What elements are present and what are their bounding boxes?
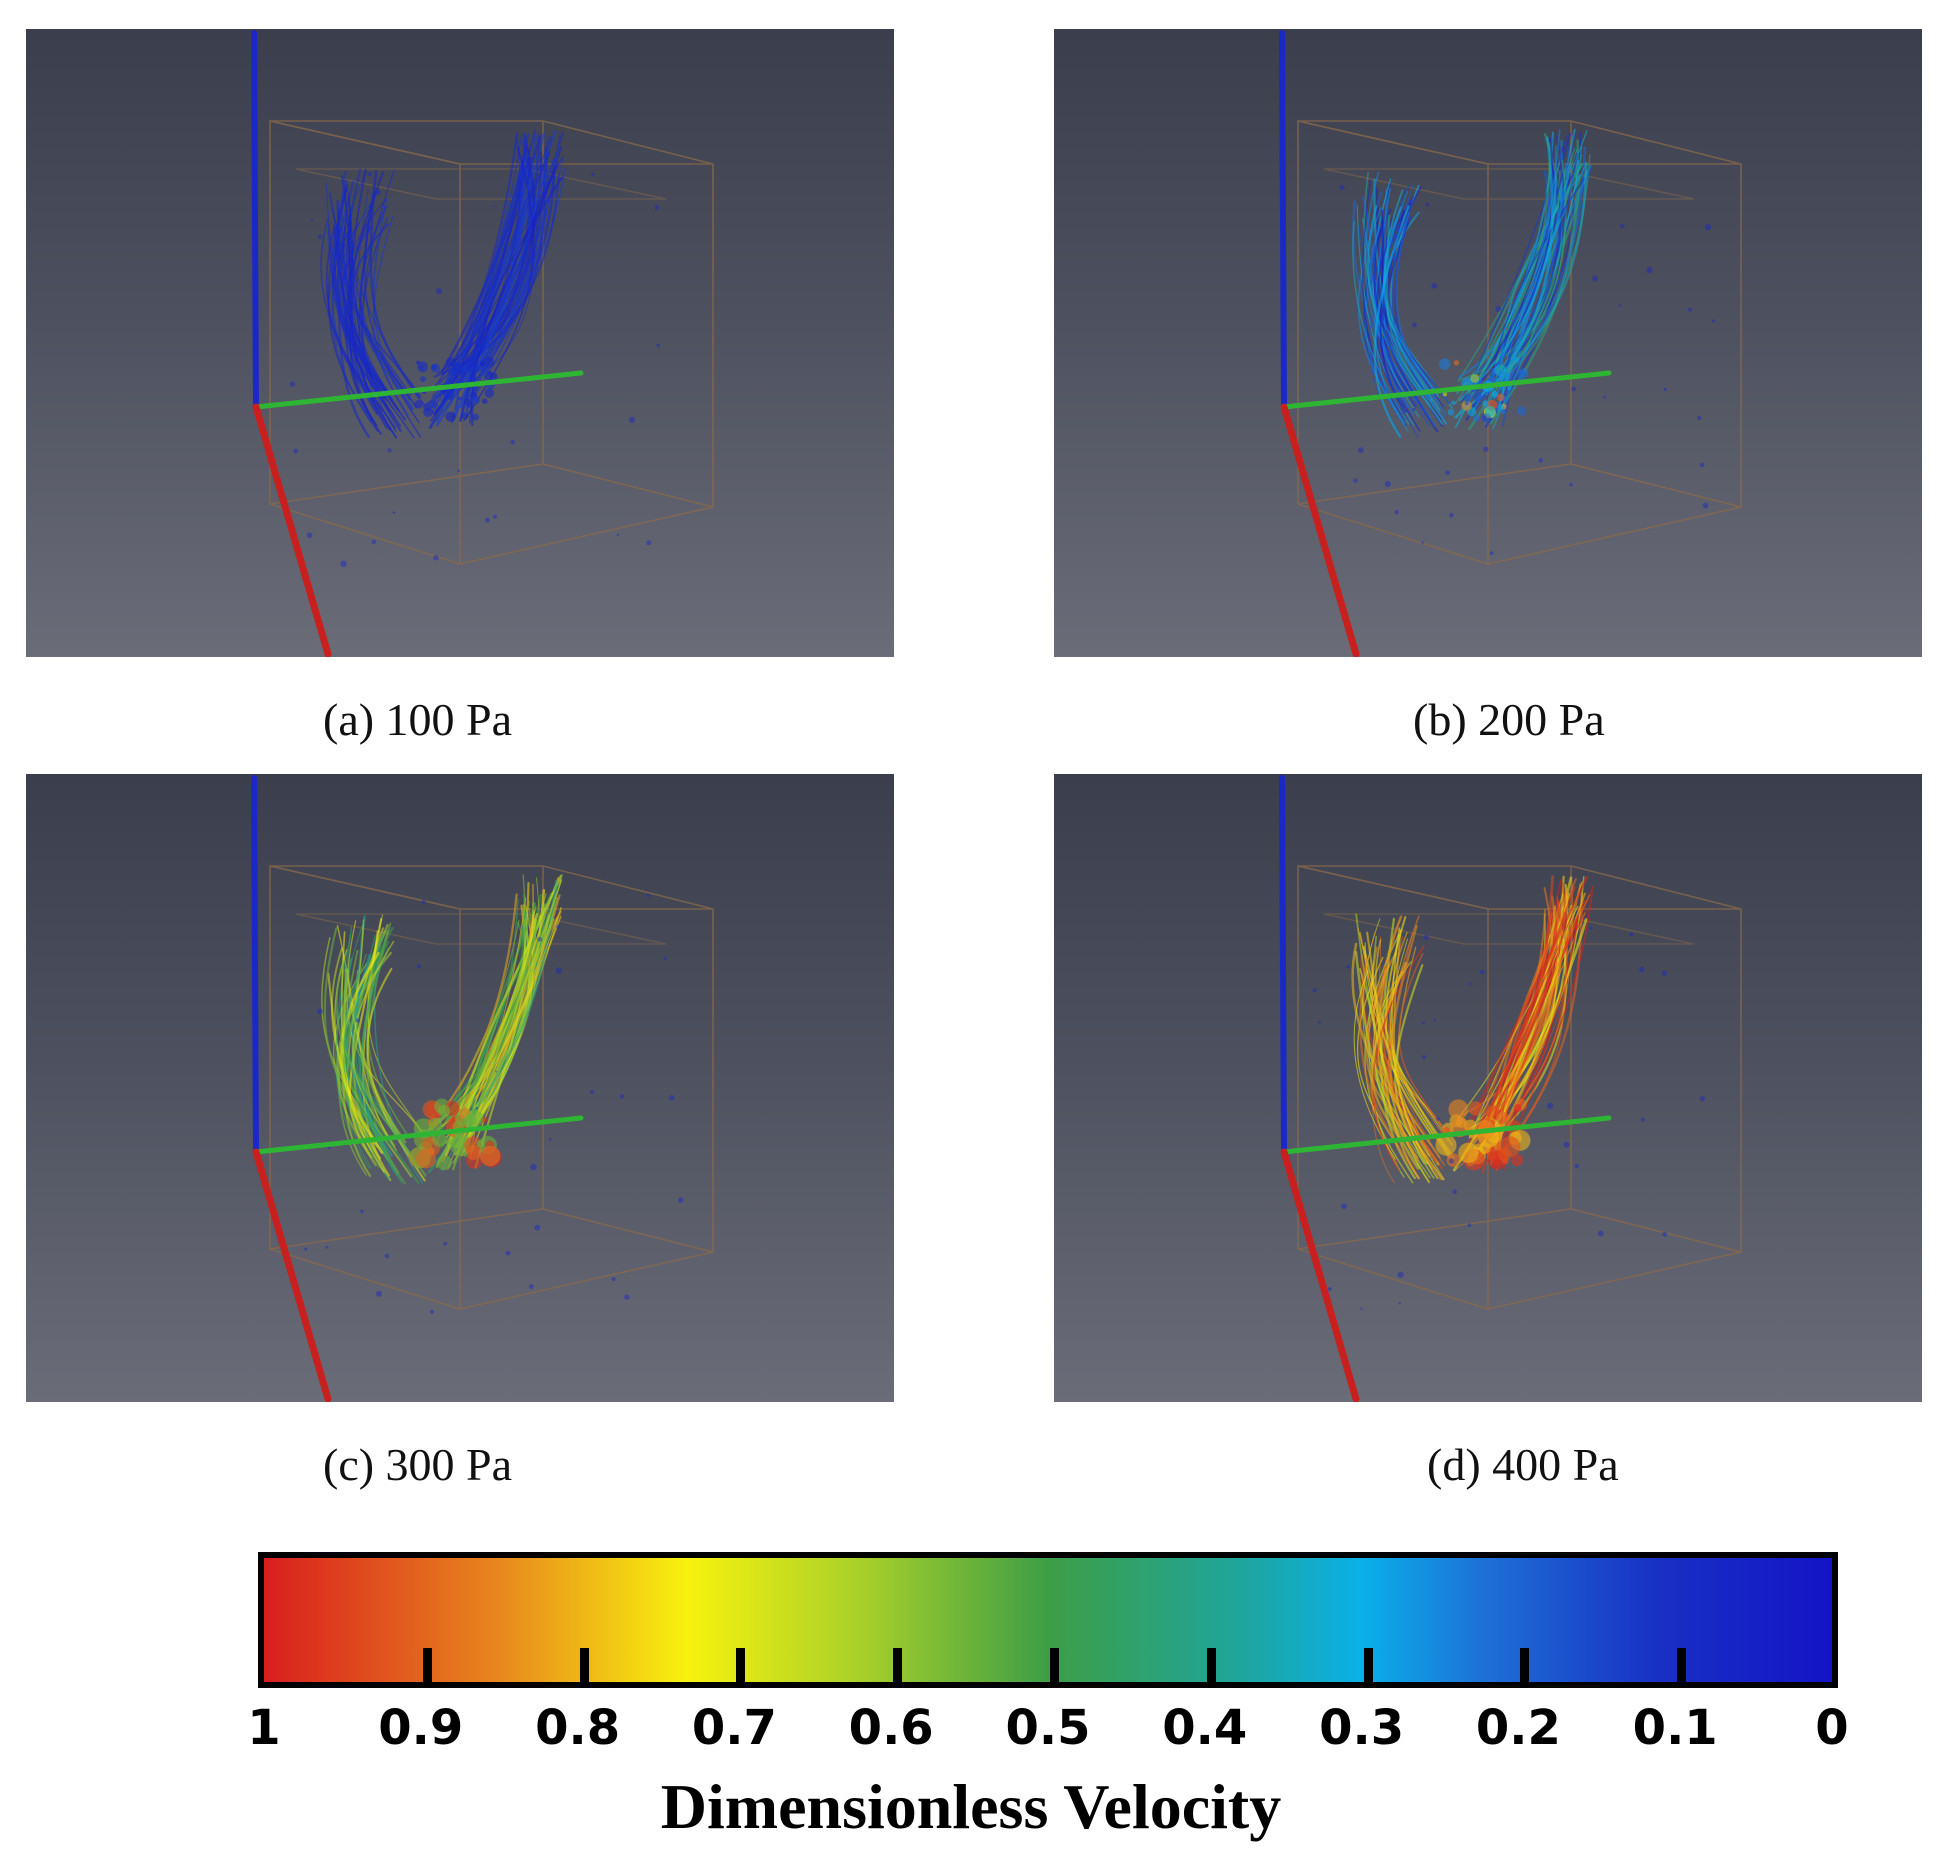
coordinate-axes <box>251 30 584 657</box>
colorbar-tick-label: 0.8 <box>535 1700 621 1756</box>
bounding-box <box>1297 864 1742 1311</box>
colorbar-tick-label: 1 <box>247 1700 281 1756</box>
colorbar-tick <box>422 1648 432 1682</box>
x-axis <box>252 1148 332 1402</box>
x-axis <box>1280 1148 1360 1402</box>
panel-c-scene <box>251 775 714 1402</box>
colorbar-tick <box>893 1648 903 1682</box>
colorbar-tick <box>1050 1648 1059 1682</box>
bounding-box <box>269 864 714 1311</box>
z-axis <box>251 775 259 1155</box>
streamlines <box>289 129 660 567</box>
bounding-box <box>1297 119 1742 566</box>
colorbar-tick <box>1206 1648 1216 1682</box>
panel-a-scene <box>251 30 714 657</box>
colorbar-tick-label: 0.9 <box>378 1700 464 1756</box>
streamlines <box>1339 128 1716 555</box>
coordinate-axes <box>1279 30 1612 657</box>
colorbar-tick-label: 0.4 <box>1162 1700 1248 1756</box>
colorbar-tick-label: 0.1 <box>1632 1700 1718 1756</box>
y-axis <box>1281 370 1612 410</box>
z-axis <box>1279 30 1287 410</box>
z-axis <box>251 30 259 410</box>
streamlines <box>1312 875 1706 1315</box>
bounding-box <box>269 119 714 566</box>
panel-b-scene <box>1279 30 1742 657</box>
colorbar-tick <box>1363 1648 1373 1682</box>
y-axis <box>1281 1115 1612 1155</box>
colorbar-tick <box>1677 1648 1687 1682</box>
x-axis <box>252 403 332 657</box>
caption-d: (d) 400 Pa <box>1427 1439 1619 1490</box>
panel-c-visualization <box>26 774 894 1402</box>
colorbar-title: Dimensionless Velocity <box>660 1771 1282 1842</box>
panel-b-visualization <box>1054 29 1922 657</box>
z-axis <box>1279 775 1287 1155</box>
caption-b: (b) 200 Pa <box>1413 694 1605 745</box>
caption-c: (c) 300 Pa <box>323 1439 513 1490</box>
panel-a-visualization <box>26 29 894 657</box>
colorbar-tick-label: 0 <box>1815 1700 1849 1756</box>
colorbar-tick-label: 0.2 <box>1475 1700 1561 1756</box>
colorbar-tick <box>579 1648 589 1682</box>
y-axis <box>253 370 584 410</box>
colorbar <box>258 1552 1838 1688</box>
colorbar-tick <box>736 1648 746 1682</box>
colorbar-tick <box>1520 1648 1530 1682</box>
x-axis <box>1280 403 1360 657</box>
caption-a: (a) 100 Pa <box>323 694 513 745</box>
colorbar-tick-label: 0.3 <box>1319 1700 1405 1756</box>
coordinate-axes <box>1279 775 1612 1402</box>
streamlines <box>304 873 684 1314</box>
colorbar-tick-label: 0.7 <box>691 1700 777 1756</box>
y-axis <box>253 1115 584 1155</box>
panel-d-visualization <box>1054 774 1922 1402</box>
colorbar-tick-label: 0.6 <box>848 1700 934 1756</box>
colorbar-tick-label: 0.5 <box>1005 1700 1091 1756</box>
coordinate-axes <box>251 775 584 1402</box>
panel-d-scene <box>1279 775 1742 1402</box>
